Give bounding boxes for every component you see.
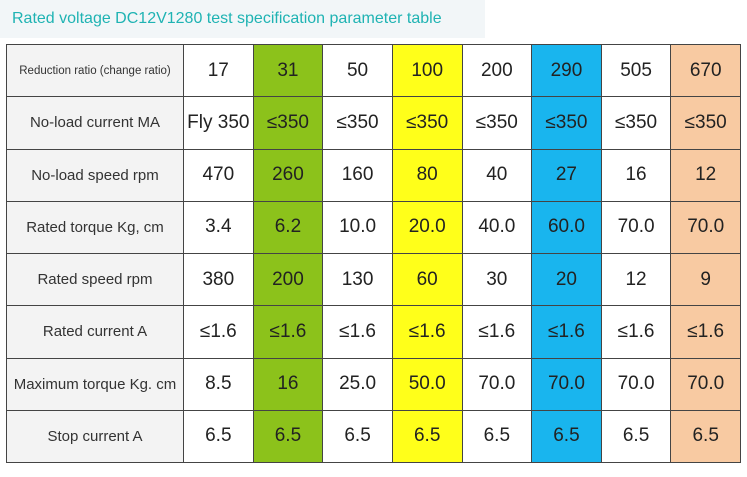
value-cell: ≤350 (391, 96, 463, 150)
value-cell: 6.5 (600, 409, 672, 464)
row-label: Maximum torque Kg. cm (6, 357, 184, 411)
value-cell: 50.0 (391, 357, 463, 411)
value-cell: 80 (391, 148, 463, 202)
value-cell: 16 (252, 357, 324, 411)
table-row: Stop current A 6.5 6.5 6.5 6.5 6.5 6.5 6.5 6.5 (6, 409, 741, 464)
value-cell: 100 (391, 43, 463, 98)
title: Rated voltage DC12V1280 test specificati… (0, 0, 485, 38)
value-cell: 50 (322, 43, 393, 98)
value-cell: ≤1.6 (600, 305, 672, 359)
row-label: Stop current A (6, 409, 184, 464)
value-cell: 70.0 (670, 357, 741, 411)
value-cell: 6.5 (531, 409, 602, 464)
value-cell: ≤350 (322, 96, 393, 150)
table-row: Rated current A ≤1.6 ≤1.6 ≤1.6 ≤1.6 ≤1.6 ≤1.6 ≤… (6, 305, 741, 359)
value-cell: 16 (600, 148, 672, 202)
value-cell: 130 (322, 252, 393, 307)
value-cell: ≤1.6 (252, 305, 324, 359)
value-cell: 60.0 (531, 200, 602, 255)
value-cell: 17 (183, 43, 254, 98)
value-cell: ≤350 (600, 96, 672, 150)
value-cell: ≤350 (252, 96, 324, 150)
row-label: Rated speed rpm (6, 252, 184, 307)
table-row: Reduction ratio (change ratio) 17 31 50 100 2… (6, 43, 741, 98)
value-cell: 70.0 (600, 357, 672, 411)
value-cell: ≤350 (670, 96, 741, 150)
value-cell: Fly 350 (183, 96, 254, 150)
row-label: No-load current MA (6, 96, 184, 150)
value-cell: 25.0 (322, 357, 393, 411)
value-cell: 505 (600, 43, 672, 98)
value-cell: 6.5 (670, 409, 741, 464)
value-cell: ≤1.6 (531, 305, 602, 359)
value-cell: 10.0 (322, 200, 393, 255)
value-cell: 40.0 (461, 200, 533, 255)
value-cell: 70.0 (600, 200, 672, 255)
value-cell: 6.5 (252, 409, 324, 464)
table-row: Maximum torque Kg. cm 8.5 16 25.0 50.0 70.0 70… (6, 357, 741, 411)
value-cell: 200 (252, 252, 324, 307)
value-cell: 30 (461, 252, 533, 307)
value-cell: 8.5 (183, 357, 254, 411)
value-cell: 31 (252, 43, 324, 98)
table-row: No-load speed rpm 470 260 160 80 40 27 16 12 (6, 148, 741, 202)
value-cell: 470 (183, 148, 254, 202)
value-cell: 60 (391, 252, 463, 307)
value-cell: ≤1.6 (461, 305, 533, 359)
row-label: Rated current A (6, 305, 184, 359)
value-cell: 6.5 (391, 409, 463, 464)
value-cell: 670 (670, 43, 741, 98)
value-cell: 3.4 (183, 200, 254, 255)
table-row: No-load current MA Fly 350 ≤350 ≤350 ≤350 ≤35… (6, 96, 741, 150)
value-cell: 6.5 (461, 409, 533, 464)
value-cell: 12 (600, 252, 672, 307)
table-row: Rated torque Kg, cm 3.4 6.2 10.0 20.0 40.0 60.… (6, 200, 741, 255)
value-cell: 70.0 (531, 357, 602, 411)
value-cell: 9 (670, 252, 741, 307)
value-cell: 40 (461, 148, 533, 202)
value-cell: ≤1.6 (391, 305, 463, 359)
row-label: No-load speed rpm (6, 148, 184, 202)
value-cell: 6.2 (252, 200, 324, 255)
value-cell: 6.5 (322, 409, 393, 464)
row-label: Rated torque Kg, cm (6, 200, 184, 255)
value-cell: ≤1.6 (183, 305, 254, 359)
value-cell: ≤350 (461, 96, 533, 150)
value-cell: 12 (670, 148, 741, 202)
table-row: Rated speed rpm 380 200 130 60 30 20 12 9 (6, 252, 741, 307)
value-cell: 200 (461, 43, 533, 98)
value-cell: ≤350 (531, 96, 602, 150)
row-label: Reduction ratio (change ratio) (6, 43, 184, 98)
value-cell: 6.5 (183, 409, 254, 464)
value-cell: 70.0 (670, 200, 741, 255)
value-cell: ≤1.6 (670, 305, 741, 359)
value-cell: 160 (322, 148, 393, 202)
value-cell: 70.0 (461, 357, 533, 411)
value-cell: 20 (531, 252, 602, 307)
value-cell: ≤1.6 (322, 305, 393, 359)
value-cell: 290 (531, 43, 602, 98)
value-cell: 260 (252, 148, 324, 202)
value-cell: 20.0 (391, 200, 463, 255)
value-cell: 27 (531, 148, 602, 202)
spec-table: Reduction ratio (change ratio) 17 31 50 100 2… (6, 43, 741, 464)
value-cell: 380 (183, 252, 254, 307)
